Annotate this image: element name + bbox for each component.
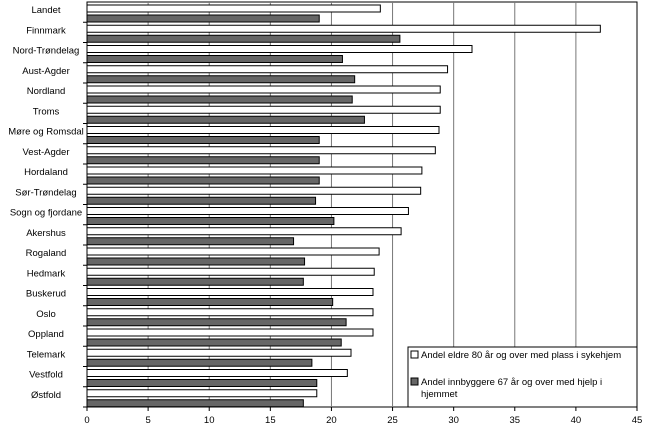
category-label: Vest-Agder [23, 147, 70, 158]
bar-hjelp-i-hjemmet [86, 318, 347, 327]
legend-label: Andel eldre 80 år og over med plass i sy… [421, 350, 621, 361]
bar-sykehjem [86, 166, 423, 175]
category-label: Rogaland [26, 248, 67, 259]
category-label: Nordland [27, 86, 66, 97]
category-label: Troms [33, 106, 60, 117]
bar-hjelp-i-hjemmet [86, 257, 306, 266]
bar-hjelp-i-hjemmet [86, 277, 304, 286]
category-label: Landet [31, 5, 60, 16]
bar-hjelp-i-hjemmet [86, 217, 335, 225]
bar-hjelp-i-hjemmet [86, 75, 356, 84]
bar-sykehjem [86, 65, 449, 74]
x-tick-label: 5 [145, 415, 150, 426]
category-label: Finnmark [26, 25, 66, 36]
bar-hjelp-i-hjemmet [86, 14, 320, 23]
bar-hjelp-i-hjemmet [86, 115, 365, 124]
bar-sykehjem [86, 186, 422, 195]
category-label: Akershus [26, 228, 66, 239]
category-label: Sogn og fjordane [10, 208, 82, 219]
legend-swatch [410, 377, 419, 386]
x-tick-label: 25 [387, 415, 398, 426]
bar-hjelp-i-hjemmet [86, 358, 313, 367]
category-label: Møre og Romsdal [8, 127, 84, 138]
bar-sykehjem [86, 4, 381, 13]
category-label: Hedmark [27, 268, 66, 279]
bar-sykehjem [86, 24, 601, 33]
bar-hjelp-i-hjemmet [86, 95, 353, 104]
category-label: Sør-Trøndelag [15, 187, 76, 198]
category-label: Oslo [36, 309, 56, 320]
x-tick-label: 45 [632, 415, 643, 426]
bar-sykehjem [86, 247, 380, 256]
bar-hjelp-i-hjemmet [86, 338, 342, 347]
category-label: Nord-Trøndelag [13, 46, 80, 57]
category-label: Buskerud [26, 289, 66, 300]
bar-sykehjem [86, 267, 375, 276]
bar-hjelp-i-hjemmet [86, 196, 317, 205]
bar-sykehjem [86, 45, 473, 53]
legend-swatch [410, 350, 419, 359]
bar-sykehjem [86, 328, 374, 337]
x-tick-label: 35 [509, 415, 520, 426]
bar-hjelp-i-hjemmet [86, 237, 295, 246]
legend-label: Andel innbyggere 67 år og over med hjelp… [421, 377, 602, 400]
bar-sykehjem [86, 369, 348, 377]
bar-hjelp-i-hjemmet [86, 55, 343, 63]
x-tick-label: 30 [448, 415, 459, 426]
bar-sykehjem [86, 146, 436, 155]
bar-sykehjem [86, 207, 409, 215]
bar-hjelp-i-hjemmet [86, 136, 320, 144]
category-label: Oppland [28, 329, 64, 340]
x-tick-label: 10 [204, 415, 215, 426]
bar-hjelp-i-hjemmet [86, 399, 304, 408]
bar-sykehjem [86, 348, 352, 357]
category-label: Vestfold [29, 370, 63, 381]
bar-hjelp-i-hjemmet [86, 156, 320, 165]
category-label: Aust-Agder [22, 66, 70, 77]
bar-sykehjem [86, 389, 318, 398]
x-tick-label: 40 [571, 415, 582, 426]
bar-sykehjem [86, 105, 441, 114]
x-tick-label: 0 [84, 415, 89, 426]
bar-hjelp-i-hjemmet [86, 176, 320, 185]
bar-hjelp-i-hjemmet [86, 379, 318, 387]
category-label: Telemark [27, 349, 66, 360]
bar-sykehjem [86, 126, 440, 134]
x-tick-label: 20 [326, 415, 337, 426]
bar-sykehjem [86, 288, 374, 296]
bar-sykehjem [86, 308, 374, 317]
bar-hjelp-i-hjemmet [86, 298, 334, 306]
x-tick-label: 15 [265, 415, 276, 426]
category-label: Østfold [31, 390, 61, 401]
bar-sykehjem [86, 85, 441, 94]
legend [407, 346, 638, 408]
category-label: Hordaland [24, 167, 68, 178]
bar-hjelp-i-hjemmet [86, 34, 401, 43]
bar-sykehjem [86, 227, 402, 236]
